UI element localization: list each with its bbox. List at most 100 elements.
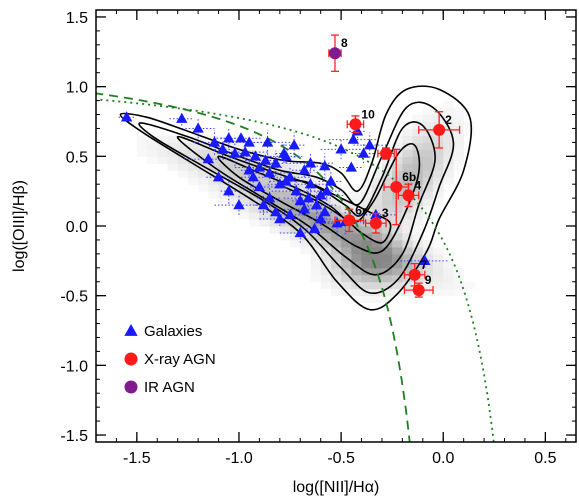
density-cell [259,184,271,192]
density-cell [392,253,403,262]
density-cell [351,246,363,255]
density-cell [443,163,454,171]
density-cell [208,149,220,157]
density-cell [381,163,393,171]
density-cell [300,156,311,164]
galaxy-marker [298,203,311,214]
xray-agn-label: 6r [355,203,367,217]
density-cell [218,163,230,171]
density-cell [412,142,424,150]
density-cell [381,177,393,185]
xray-agn-marker [408,268,421,281]
galaxy-marker [280,175,292,186]
density-cell [381,260,393,269]
density-cell [422,246,434,255]
density-cell [463,281,475,290]
density-cell [422,191,434,199]
galaxy-marker [419,254,431,266]
galaxy-marker [278,147,290,158]
galaxy-marker [202,153,215,164]
density-cell [198,170,209,178]
density-cell [177,170,189,178]
density-cell [351,239,363,248]
density-cell [177,149,189,157]
density-cell [351,198,363,206]
y-tick-label: -1.0 [60,358,88,375]
density-cell [320,267,332,276]
density-cell [453,135,465,143]
density-cell [341,232,352,241]
density-cell [361,239,373,248]
density-cell [412,246,424,255]
density-cell [402,149,414,157]
density-cell [330,239,342,248]
density-cell [228,156,240,164]
density-cell [330,232,342,241]
density-cell [341,184,352,192]
density-cell [269,191,281,199]
density-cell [453,274,465,283]
density-cell [371,232,383,241]
xray-agn-label: 9 [425,273,432,287]
density-cell [167,163,179,171]
density-cell [310,170,322,178]
density-cell [259,212,271,220]
xray-agn-label: 3 [382,206,389,220]
density-cell [422,288,434,297]
density-cell [443,114,454,122]
density-cell [402,267,414,276]
density-cell [361,260,373,269]
density-cell [157,149,168,157]
density-cell [238,184,250,192]
density-cell [249,184,260,192]
galaxy-marker [247,171,259,182]
density-cell [198,177,209,185]
density-cell [320,281,332,290]
density-cell [453,107,465,116]
density-cell [290,212,301,220]
density-cell [361,191,373,199]
density-cell [392,163,403,171]
density-cell [453,288,465,297]
density-cell [381,198,393,206]
density-cell [443,149,454,157]
density-cell [269,170,281,178]
density-cell [310,253,322,262]
density-cell [453,128,465,136]
density-cell [402,253,414,262]
density-cell [259,163,271,171]
density-cell [187,149,199,157]
density-cell [371,267,383,276]
density-cell [361,295,373,304]
legend-ir-agn-icon [124,380,138,394]
density-cell [238,198,250,206]
density-cell [392,281,403,290]
density-cell [259,219,271,227]
density-cell [300,212,311,220]
density-cell [269,226,281,234]
density-cell [443,288,454,297]
density-cell [443,100,454,109]
density-cell [412,232,424,241]
density-cell [198,135,209,143]
density-cell [453,156,465,164]
density-cell [412,184,424,192]
xray-agn-label: 7 [421,258,428,272]
density-cell [402,184,414,192]
density-cell [381,295,393,304]
density-cell [381,219,393,227]
galaxy-marker [212,171,225,182]
density-cell [422,170,434,178]
density-cell [392,156,403,164]
density-cell [381,156,393,164]
density-cell [208,156,220,164]
galaxy-marker [270,206,282,217]
density-cell [341,267,352,276]
density-cell [341,274,352,283]
density-cell [310,177,322,185]
density-cell [412,121,424,129]
ir-agn-label: 8 [341,36,348,50]
density-cell [392,260,403,269]
xray-agn-label: 4 [415,178,422,192]
